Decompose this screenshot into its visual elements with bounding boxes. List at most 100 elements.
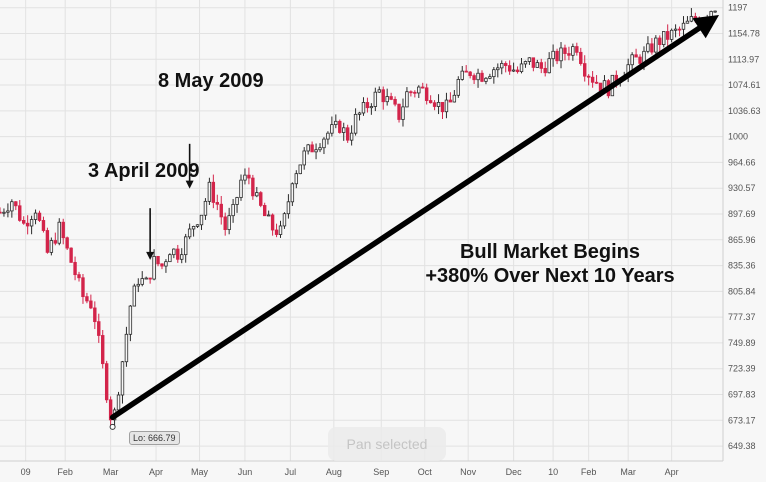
candle-body: [14, 201, 18, 207]
april-2009-annotation: 3 April 2009: [88, 160, 200, 182]
candle-body: [571, 46, 575, 56]
candle-body: [124, 333, 129, 363]
candle-body: [22, 220, 26, 224]
candle-body: [669, 29, 674, 40]
candle-body: [484, 77, 488, 82]
candle-body: [187, 228, 192, 238]
candle-body: [369, 106, 374, 109]
x-tick-label: 09: [21, 467, 31, 477]
candle-body: [29, 219, 34, 227]
candle-body: [357, 112, 362, 115]
candle-body: [417, 86, 421, 94]
pan-selected-toast: Pan selected: [328, 427, 446, 461]
x-tick-label: Oct: [418, 467, 433, 477]
candle-body: [93, 307, 97, 323]
candle-body: [492, 69, 496, 78]
y-tick-label: 964.66: [728, 157, 756, 167]
x-tick-label: Sep: [373, 467, 389, 477]
date-arrow-head: [185, 180, 194, 189]
x-tick-label: Dec: [506, 467, 523, 477]
y-tick-label: 723.39: [728, 364, 756, 374]
low-marker: [109, 423, 116, 430]
candle-body: [586, 75, 591, 78]
candle-body: [176, 248, 180, 260]
candle-body: [259, 192, 263, 206]
candle-body: [318, 147, 322, 151]
may-2009-annotation: 8 May 2009: [158, 70, 264, 92]
candle-body: [583, 63, 587, 77]
candle-body: [270, 214, 275, 231]
candle-body: [662, 31, 666, 45]
y-tick-label: 1000: [728, 132, 748, 142]
low-price-label: Lo: 666.79: [129, 431, 180, 445]
candle-body: [191, 226, 196, 230]
candle-body: [132, 285, 137, 307]
x-tick-label: Aug: [326, 467, 342, 477]
candle-body: [452, 94, 457, 103]
candle-body: [345, 127, 350, 141]
y-tick-label: 777.37: [728, 312, 756, 322]
grid-lines: [0, 0, 723, 461]
candle-body: [472, 75, 476, 81]
candle-body: [579, 51, 583, 64]
candle-body: [235, 197, 239, 205]
candle-body: [231, 204, 235, 217]
trend-arrow: [109, 14, 720, 421]
date-arrows: [146, 143, 194, 260]
candle-body: [464, 70, 468, 73]
bull-market-subtitle: +380% Over Next 10 Years: [425, 265, 675, 287]
candle-body: [428, 100, 433, 104]
candle-body: [207, 181, 212, 202]
candle-body: [140, 278, 144, 285]
y-tick-label: 930.57: [728, 183, 756, 193]
candle-body: [551, 50, 555, 60]
candle-body: [353, 113, 358, 134]
x-tick-label: Apr: [149, 467, 163, 477]
y-tick-label: 897.69: [728, 209, 756, 219]
candle-body: [531, 57, 536, 68]
y-tick-label: 1154.78: [728, 28, 760, 38]
candle-body: [397, 103, 401, 120]
candle-body: [413, 91, 417, 94]
candle-body: [638, 56, 642, 64]
candle-body: [195, 224, 200, 227]
candle-body: [673, 28, 678, 31]
candle-body: [302, 150, 306, 166]
candle-body: [713, 10, 717, 13]
candle-body: [480, 72, 484, 82]
candle-body: [172, 248, 176, 256]
y-tick-label: 649.38: [728, 441, 756, 451]
trend-arrow-shaft: [109, 25, 702, 421]
candle-body: [440, 101, 445, 113]
candle-body: [108, 399, 113, 421]
x-tick-label: Apr: [665, 467, 679, 477]
candle-body: [282, 213, 287, 227]
candle-body: [432, 102, 437, 107]
candle-body: [421, 86, 425, 89]
candle-body: [401, 106, 405, 120]
bull-market-title: Bull Market Begins: [459, 241, 641, 263]
candle-body: [681, 22, 686, 30]
candle-body: [89, 300, 93, 309]
y-tick-label: 1197: [728, 3, 747, 13]
y-tick-label: 835.36: [728, 261, 756, 271]
candle-body: [338, 120, 342, 133]
candle-body: [393, 98, 397, 105]
candle-body: [405, 91, 409, 108]
candle-body: [377, 89, 381, 93]
candle-body: [266, 214, 271, 217]
x-tick-label: Nov: [460, 467, 477, 477]
candle-body: [255, 192, 259, 197]
candle-body: [677, 28, 682, 31]
candle-body: [274, 229, 279, 235]
candle-body: [81, 277, 85, 298]
y-tick-label: 749.89: [728, 338, 756, 348]
candle-body: [539, 62, 543, 69]
candle-body: [215, 202, 219, 205]
candle-body: [77, 274, 81, 279]
candle-body: [650, 43, 654, 53]
candle-body: [456, 79, 460, 96]
x-tick-label: Feb: [57, 467, 73, 477]
